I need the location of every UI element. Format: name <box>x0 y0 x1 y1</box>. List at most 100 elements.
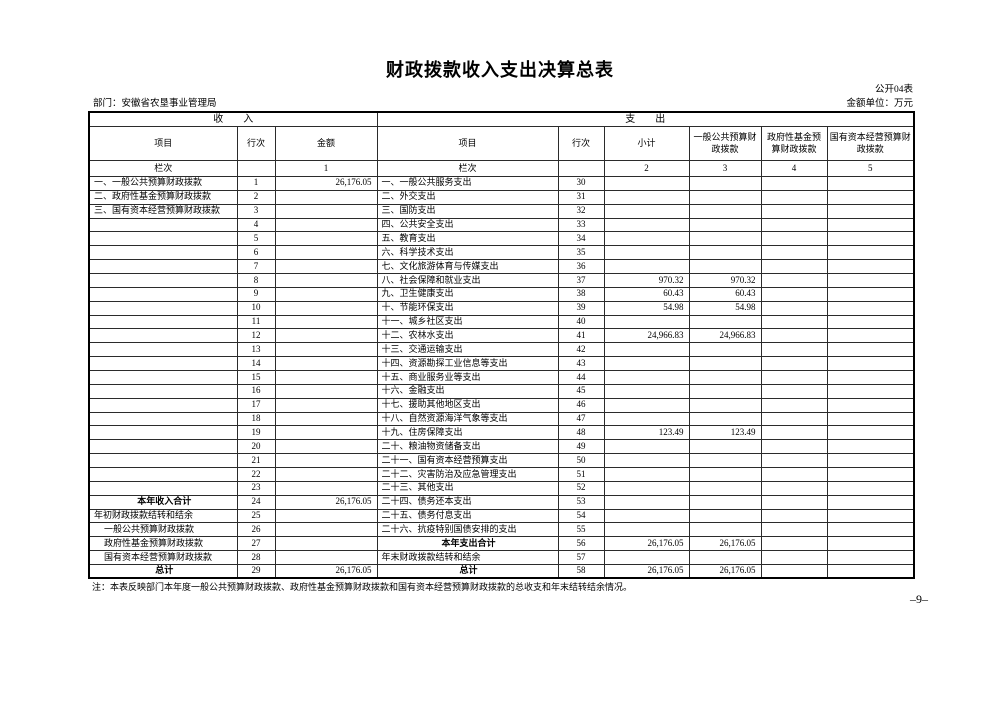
income-item-cell <box>88 425 238 441</box>
income-line-no-cell: 12 <box>236 328 276 344</box>
expense-state-capital-cell <box>826 550 915 566</box>
income-line-no-cell: 26 <box>236 522 276 538</box>
income-line-no-cell: 5 <box>236 231 276 247</box>
page-title: 财政拨款收入支出决算总表 <box>386 60 614 80</box>
expense-subtotal-cell <box>603 397 690 413</box>
expense-subtotal-cell <box>603 231 690 247</box>
income-line-no-cell: 24 <box>236 494 276 510</box>
expense-item-cell: 四、公共安全支出 <box>376 217 559 233</box>
expense-gov-fund-cell <box>760 176 828 191</box>
table-row: 7 七、文化旅游体育与传媒支出 36 <box>88 259 915 275</box>
expense-general-budget-cell <box>688 383 762 399</box>
income-amount-cell <box>274 217 378 233</box>
income-line-no-cell: 7 <box>236 259 276 275</box>
expense-gov-fund-cell <box>760 286 828 302</box>
expense-subtotal-cell: 24,966.83 <box>603 328 690 344</box>
expense-line-no-cell: 46 <box>557 397 605 413</box>
income-amount-cell <box>274 245 378 261</box>
expense-general-budget-cell <box>688 522 762 538</box>
table-row: 16 十六、金融支出 45 <box>88 383 915 399</box>
income-amount-cell <box>274 259 378 275</box>
expense-line-no-cell: 50 <box>557 453 605 469</box>
table-row: 6 六、科学技术支出 35 <box>88 245 915 261</box>
expense-gov-fund-cell <box>760 342 828 358</box>
expense-gov-fund-cell <box>760 217 828 233</box>
expense-state-capital-cell <box>826 508 915 524</box>
table-row: 5 五、教育支出 34 <box>88 231 915 247</box>
index-blank <box>236 160 276 177</box>
expense-gov-fund-cell <box>760 494 828 510</box>
expense-general-budget-cell: 123.49 <box>688 425 762 441</box>
expense-subtotal-cell <box>603 480 690 496</box>
expense-state-capital-cell <box>826 467 915 482</box>
table-row: 二、政府性基金预算财政拨款 2 二、外交支出 31 <box>88 189 915 205</box>
income-item-cell: 一般公共预算财政拨款 <box>88 522 238 538</box>
expense-state-capital-cell <box>826 370 915 385</box>
table-row: 一、一般公共预算财政拨款 1 26,176.05 一、一般公共服务支出 30 <box>88 176 915 191</box>
income-item-cell <box>88 453 238 469</box>
expense-gov-fund-cell <box>760 397 828 413</box>
expense-subtotal-cell <box>603 550 690 566</box>
income-amount-cell <box>274 397 378 413</box>
expense-item-cell: 二十五、债务付息支出 <box>376 508 559 524</box>
expense-gov-fund-cell <box>760 370 828 385</box>
expense-subtotal-cell: 54.98 <box>603 300 690 316</box>
expense-line-no-cell: 48 <box>557 425 605 441</box>
income-line-no-cell: 27 <box>236 536 276 552</box>
expense-gov-fund-cell <box>760 300 828 316</box>
expense-subtotal-cell <box>603 342 690 358</box>
income-banner: 收 入 <box>88 111 378 127</box>
income-item-cell: 三、国有资本经营预算财政拨款 <box>88 203 238 219</box>
expense-line-no-cell: 41 <box>557 328 605 344</box>
expense-subtotal-cell <box>603 370 690 385</box>
income-amount-cell <box>274 370 378 385</box>
expense-subtotal-cell: 26,176.05 <box>603 536 690 552</box>
expense-state-capital-cell <box>826 411 915 427</box>
expense-state-capital-cell <box>826 189 915 205</box>
table-row: 21 二十一、国有资本经营预算支出 50 <box>88 453 915 469</box>
expense-item-cell: 年末财政拨款结转和结余 <box>376 550 559 566</box>
expense-subtotal-cell: 970.32 <box>603 273 690 288</box>
expense-state-capital-cell <box>826 425 915 441</box>
expense-item-cell: 十四、资源勘探工业信息等支出 <box>376 356 559 372</box>
expense-gov-fund-cell <box>760 231 828 247</box>
income-item-cell <box>88 259 238 275</box>
income-item-cell <box>88 411 238 427</box>
income-line-no-cell: 10 <box>236 300 276 316</box>
expense-item-cell: 十一、城乡社区支出 <box>376 314 559 330</box>
income-line-no-cell: 28 <box>236 550 276 566</box>
expense-general-budget-cell <box>688 314 762 330</box>
expense-state-capital-cell <box>826 480 915 496</box>
fiscal-table-wrapper: 收 入 支 出 项目 行次 金额 项目 行次 小计 一般公共预算财政拨款 政府性… <box>88 111 916 580</box>
expense-item-cell: 七、文化旅游体育与传媒支出 <box>376 259 559 275</box>
expense-line-no-cell: 38 <box>557 286 605 302</box>
expense-general-budget-cell <box>688 231 762 247</box>
table-row: 10 十、节能环保支出 39 54.98 54.98 <box>88 300 915 316</box>
income-line-no-cell: 13 <box>236 342 276 358</box>
expense-general-budget-cell <box>688 342 762 358</box>
table-row: 11 十一、城乡社区支出 40 <box>88 314 915 330</box>
income-item-cell: 总计 <box>88 564 238 579</box>
expense-gov-fund-cell <box>760 536 828 552</box>
income-line-no-cell: 1 <box>236 176 276 191</box>
expense-state-capital-cell <box>826 328 915 344</box>
expense-state-capital-cell <box>826 342 915 358</box>
table-row: 9 九、卫生健康支出 38 60.43 60.43 <box>88 286 915 302</box>
column-header-row: 项目 行次 金额 项目 行次 小计 一般公共预算财政拨款 政府性基金预算财政拨款… <box>88 126 915 161</box>
expense-state-capital-cell <box>826 397 915 413</box>
income-amount-cell <box>274 453 378 469</box>
expense-gov-fund-cell <box>760 425 828 441</box>
index-label-expense: 栏次 <box>376 160 559 177</box>
income-item-cell <box>88 314 238 330</box>
expense-subtotal-cell: 26,176.05 <box>603 564 690 579</box>
expense-line-no-cell: 57 <box>557 550 605 566</box>
income-line-no-cell: 17 <box>236 397 276 413</box>
expense-general-budget-cell <box>688 189 762 205</box>
table-row: 19 十九、住房保障支出 48 123.49 123.49 <box>88 425 915 441</box>
expense-state-capital-cell <box>826 286 915 302</box>
expense-subtotal-cell <box>603 522 690 538</box>
table-row: 8 八、社会保障和就业支出 37 970.32 970.32 <box>88 273 915 288</box>
expense-item-cell: 二十六、抗疫特别国债安排的支出 <box>376 522 559 538</box>
header-expense-subtotal: 小计 <box>603 126 690 161</box>
expense-state-capital-cell <box>826 231 915 247</box>
